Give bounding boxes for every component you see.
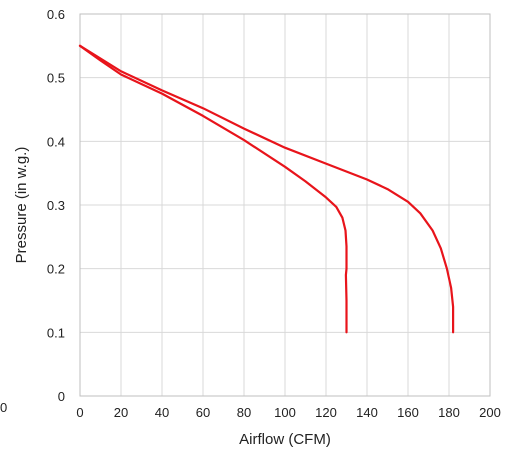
x-tick-label: 40 xyxy=(155,405,169,420)
y-tick-label: 0 xyxy=(58,389,65,404)
grid xyxy=(79,13,491,397)
x-tick-label: 160 xyxy=(397,405,419,420)
x-tick-label: 0 xyxy=(76,405,83,420)
y-tick-label: 0.2 xyxy=(47,262,65,277)
y-tick-label: 0.3 xyxy=(47,198,65,213)
x-tick-label: 180 xyxy=(438,405,460,420)
y-tick-label: 0.5 xyxy=(47,71,65,86)
tick-labels: 0 20 40 60 80 100 120 140 160 180 200 0 0.1 0.2 0.3 0.4… xyxy=(47,7,501,420)
x-tick-label: 80 xyxy=(237,405,251,420)
y-tick-label: 0.4 xyxy=(47,134,65,149)
x-tick-label: 60 xyxy=(196,405,210,420)
y-axis-title: Pressure (in w.g.) xyxy=(13,147,30,264)
x-tick-label: 200 xyxy=(479,405,501,420)
x-axis-title: Airflow (CFM) xyxy=(239,431,331,448)
x-tick-label: 20 xyxy=(114,405,128,420)
y-tick-label: 0.6 xyxy=(47,7,65,22)
x-tick-label: 140 xyxy=(356,405,378,420)
x-tick-label: 120 xyxy=(315,405,337,420)
plot-area-frame xyxy=(79,13,491,397)
series-layer xyxy=(78,44,455,334)
series-line-1 xyxy=(78,44,348,334)
x-tick-label: 100 xyxy=(274,405,296,420)
y-tick-label: 0.1 xyxy=(47,325,65,340)
stray-zero-label: 0 xyxy=(0,400,7,415)
series-line-2 xyxy=(78,44,455,334)
